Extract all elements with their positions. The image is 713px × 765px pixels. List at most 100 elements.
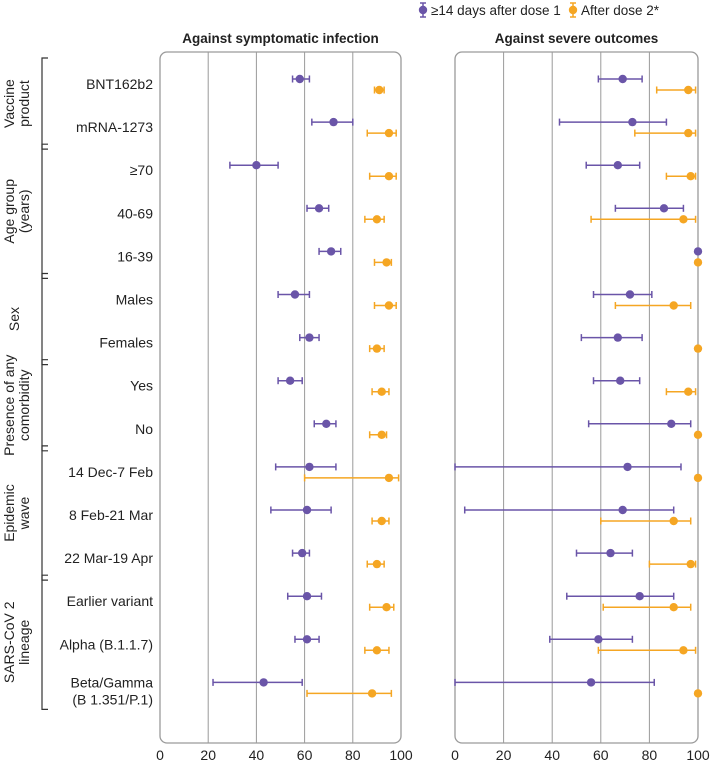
legend-label-dose1: ≥14 days after dose 1 — [431, 3, 561, 18]
dose1-point — [305, 462, 314, 472]
dose1-estimate — [693, 247, 703, 256]
group-label: Sex — [6, 307, 22, 331]
row-labels: BNT162b2 mRNA-1273 ≥70 40-69 16-39 Males Femal… — [60, 76, 154, 707]
dose1-point — [613, 161, 623, 170]
panel-frame — [454, 51, 699, 744]
dose2-point — [367, 689, 377, 698]
x-tick-label: 100 — [389, 747, 413, 763]
group-bracket — [41, 574, 48, 710]
dose1-estimate — [212, 678, 303, 687]
legend-item-dose1: ≥14 days after dose 1 — [418, 2, 561, 18]
dose2-estimate — [368, 172, 397, 181]
group-label: Vaccineproduct — [1, 79, 32, 128]
dose2-point — [372, 646, 382, 655]
dose2-estimate — [371, 516, 390, 526]
row-label: BNT162b2 — [86, 76, 153, 92]
x-tick-label: 40 — [544, 747, 560, 763]
group-label: Presence of anycomorbidity — [1, 355, 32, 456]
panel-title: Against severe outcomes — [495, 31, 659, 46]
dose1-point — [285, 376, 295, 385]
dose2-point — [684, 85, 693, 95]
dose2-estimate — [665, 172, 697, 181]
x-tick-label: 100 — [686, 747, 710, 763]
x-tick-label: 20 — [200, 747, 216, 763]
panel-severe: Against severe outcomes020406080100Vacci… — [451, 31, 710, 763]
row-label: 40-69 — [117, 205, 153, 221]
group-label: Age group(years) — [1, 179, 32, 244]
dose1-estimate — [291, 74, 311, 84]
row-label: 16-39 — [117, 248, 153, 264]
dose2-estimate — [655, 85, 697, 95]
group-bracket — [41, 57, 48, 150]
dose1-estimate — [558, 117, 668, 127]
dose2-point — [693, 430, 703, 439]
dose1-point — [297, 548, 307, 558]
dose1-estimate — [575, 548, 634, 558]
dose1-estimate — [614, 204, 685, 213]
dose1-estimate — [592, 376, 641, 385]
dose1-point — [290, 290, 300, 299]
dose2-point — [679, 215, 688, 224]
dose2-estimate — [693, 258, 703, 267]
row-label: 8 Feb-21 Mar — [69, 507, 153, 523]
dose2-point — [684, 128, 693, 138]
row-label: ≥70 — [130, 162, 153, 178]
dose1-estimate — [286, 592, 323, 601]
row-label: No — [135, 421, 153, 437]
row-group: Age group(years) — [1, 143, 48, 279]
dose2-point — [384, 301, 394, 310]
dose1-estimate — [318, 247, 342, 256]
dose1-estimate — [270, 505, 332, 515]
dose1-point — [302, 592, 312, 601]
dose1-point — [259, 678, 268, 687]
dose2-point — [372, 344, 382, 353]
row-label: Alpha (B.1.1.7) — [60, 636, 153, 652]
x-tick-label: 0 — [451, 747, 459, 763]
dose2-point — [375, 85, 384, 95]
dose2-point — [377, 516, 386, 526]
row-group: Epidemicwave — [1, 445, 48, 581]
dose2-point — [693, 689, 703, 698]
dose2-estimate — [634, 128, 697, 138]
dose2-point — [669, 516, 678, 526]
group-bracket — [41, 143, 48, 279]
dose2-point — [679, 646, 688, 655]
dose1-point — [667, 419, 676, 428]
dose1-point — [618, 74, 627, 84]
group-label: SARS-CoV 2lineage — [1, 601, 32, 683]
dose1-estimate — [587, 419, 692, 428]
dose2-estimate — [693, 344, 703, 353]
dose2-estimate — [373, 258, 393, 267]
dose1-estimate — [463, 505, 675, 515]
dose2-point — [382, 258, 391, 267]
dose2-point — [372, 559, 382, 569]
dose2-point — [377, 430, 386, 439]
dose2-point — [693, 473, 703, 483]
legend-label-dose2: After dose 2* — [581, 3, 660, 18]
dose2-estimate — [597, 646, 697, 655]
dose1-point — [302, 635, 312, 644]
dose1-point — [628, 117, 637, 127]
dose2-point — [684, 387, 693, 396]
dose2-estimate — [614, 301, 692, 310]
x-tick-label: 60 — [297, 747, 313, 763]
dose2-point — [669, 301, 678, 310]
x-tick-label: 40 — [249, 747, 265, 763]
panel-symptomatic: Against symptomatic infection 0 20 40 60 80 10… — [156, 31, 413, 763]
dose1-estimate — [597, 74, 643, 84]
dose2-estimate — [368, 344, 385, 353]
dose2-estimate — [590, 215, 697, 224]
dose1-estimate — [549, 635, 634, 644]
dose1-point — [314, 204, 324, 213]
dose1-estimate — [566, 592, 675, 601]
group-bracket — [41, 445, 48, 581]
group-bracket — [41, 359, 48, 452]
dose1-point — [586, 678, 596, 687]
panels: Against symptomatic infection 0 20 40 60 80 10… — [156, 31, 710, 763]
row-group: Presence of anycomorbidity — [1, 355, 48, 456]
dose2-estimate — [648, 559, 697, 569]
x-tick-label: 80 — [642, 747, 658, 763]
row-group: Vaccineproduct — [1, 57, 48, 150]
dose1-point — [305, 333, 314, 342]
